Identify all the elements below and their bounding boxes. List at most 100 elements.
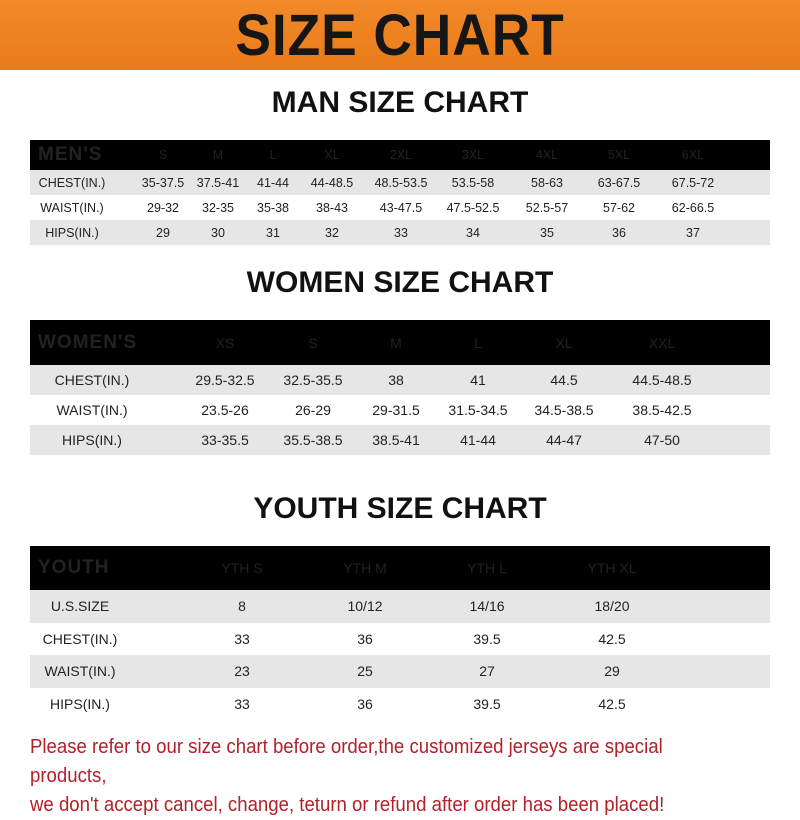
measurement-cell: 38: [388, 372, 404, 388]
row-label: CHEST(IN.): [42, 630, 118, 647]
header-row: YOUTH YTH S YTH M YTH L YTH XL: [30, 546, 770, 590]
size-header: YTH L: [467, 560, 507, 576]
measurement-cell: 29.5-32.5: [195, 372, 255, 388]
measurement-cell: 35-38: [257, 200, 289, 215]
measurement-cell: 42.5: [598, 695, 626, 712]
notice-line-2: we don't accept cancel, change, teturn o…: [30, 794, 665, 816]
measurement-cell: 34.5-38.5: [534, 402, 594, 418]
table-row: HIPS(IN.) 29 30 31 32 33 34 35 36 37: [30, 220, 770, 245]
measurement-cell: 44-48.5: [310, 175, 354, 190]
row-label: HIPS(IN.): [62, 432, 122, 448]
table-row: CHEST(IN.) 29.5-32.5 32.5-35.5 38 41 44.5 44.5…: [30, 365, 770, 395]
measurement-cell: 33: [234, 695, 250, 712]
table-row: HIPS(IN.) 33-35.5 35.5-38.5 38.5-41 41-44 44-…: [30, 425, 770, 455]
size-header: XXL: [648, 334, 676, 351]
measurement-cell: 36: [612, 225, 626, 240]
measurement-cell: 43-47.5: [379, 200, 423, 215]
measurement-cell: 57-62: [603, 200, 635, 215]
table-row: WAIST(IN.) 23 25 27 29: [30, 655, 770, 688]
youth-size-table: YOUTH YTH S YTH M YTH L YTH XL U.S.SIZE 8 10/12…: [30, 546, 770, 720]
measurement-cell: 35.5-38.5: [283, 432, 343, 448]
size-header: 2XL: [389, 148, 413, 162]
table-title-cell: WOMEN'S: [38, 331, 138, 353]
row-label: WAIST(IN.): [44, 663, 116, 680]
measurement-cell: 33: [394, 225, 408, 240]
measurement-cell: 10/12: [347, 598, 383, 615]
measurement-cell: 39.5: [473, 695, 501, 712]
measurement-cell: 37: [686, 225, 700, 240]
order-notice: Please refer to our size chart before or…: [30, 733, 737, 820]
measurement-cell: 18/20: [594, 598, 630, 615]
measurement-cell: 58-63: [531, 175, 563, 190]
table-title-cell: MEN'S: [38, 144, 103, 165]
row-label: U.S.SIZE: [50, 598, 110, 615]
women-section-title: WOMEN SIZE CHART: [246, 266, 554, 299]
table-row: CHEST(IN.) 33 36 39.5 42.5: [30, 622, 770, 655]
measurement-cell: 32-35: [202, 200, 234, 215]
header-row: WOMEN'S XS S M L XL XXL: [30, 320, 770, 365]
measurement-cell: 42.5: [598, 630, 626, 647]
measurement-cell: 47-50: [644, 432, 680, 448]
measurement-cell: 38.5-41: [372, 432, 420, 448]
measurement-cell: 30: [211, 225, 225, 240]
size-header: XS: [215, 334, 235, 351]
measurement-cell: 44.5: [550, 372, 578, 388]
measurement-cell: 25: [357, 663, 373, 680]
measurement-cell: 8: [238, 598, 246, 615]
row-label: WAIST(IN.): [56, 402, 128, 418]
table-row: U.S.SIZE 8 10/12 14/16 18/20: [30, 590, 770, 623]
notice-line-1: Please refer to our size chart before or…: [30, 736, 663, 787]
measurement-cell: 36: [357, 695, 373, 712]
size-header: XL: [555, 334, 573, 351]
measurement-cell: 14/16: [469, 598, 505, 615]
measurement-cell: 48.5-53.5: [374, 175, 428, 190]
measurement-cell: 39.5: [473, 630, 501, 647]
row-label: CHEST(IN.): [54, 372, 130, 388]
measurement-cell: 37.5-41: [196, 175, 240, 190]
measurement-cell: 44-47: [546, 432, 582, 448]
table-row: WAIST(IN.) 23.5-26 26-29 29-31.5 31.5-34.5 34…: [30, 395, 770, 425]
table-title-cell: YOUTH: [38, 557, 110, 578]
measurement-cell: 29: [156, 225, 170, 240]
measurement-cell: 53.5-58: [451, 175, 495, 190]
measurement-cell: 23: [234, 663, 250, 680]
size-header: 4XL: [535, 148, 559, 162]
measurement-cell: 34: [466, 225, 480, 240]
size-header: M: [212, 148, 224, 162]
row-label: HIPS(IN.): [50, 695, 110, 712]
table-row: CHEST(IN.) 35-37.5 37.5-41 41-44 44-48.5 48.5…: [30, 170, 770, 195]
measurement-cell: 32: [325, 225, 339, 240]
header-row: MEN'S S M L XL 2XL 3XL 4XL 5XL 6XL: [30, 140, 770, 170]
row-label: HIPS(IN.): [45, 225, 99, 240]
size-header: L: [474, 334, 482, 351]
row-label: CHEST(IN.): [38, 175, 106, 190]
page-title: SIZE CHART: [235, 3, 565, 68]
measurement-cell: 47.5-52.5: [446, 200, 500, 215]
measurement-cell: 29: [604, 663, 620, 680]
measurement-cell: 41-44: [460, 432, 496, 448]
measurement-cell: 33: [234, 630, 250, 647]
measurement-cell: 41-44: [257, 175, 289, 190]
row-label: WAIST(IN.): [40, 200, 104, 215]
measurement-cell: 27: [479, 663, 495, 680]
title-banner: SIZE CHART: [0, 0, 800, 70]
measurement-cell: 36: [357, 630, 373, 647]
size-header: 3XL: [461, 148, 485, 162]
measurement-cell: 62-66.5: [671, 200, 715, 215]
size-header: 5XL: [607, 148, 631, 162]
table-row: WAIST(IN.) 29-32 32-35 35-38 38-43 43-47.5 47.…: [30, 195, 770, 220]
size-header: 6XL: [681, 148, 705, 162]
measurement-cell: 33-35.5: [201, 432, 249, 448]
measurement-cell: 31: [266, 225, 280, 240]
table-row: HIPS(IN.) 33 36 39.5 42.5: [30, 687, 770, 720]
size-header: M: [390, 334, 402, 351]
size-header: S: [308, 334, 318, 351]
measurement-cell: 26-29: [295, 402, 331, 418]
measurement-cell: 32.5-35.5: [283, 372, 343, 388]
men-section-title: MAN SIZE CHART: [271, 86, 529, 119]
size-header: YTH S: [221, 560, 263, 576]
measurement-cell: 29-32: [147, 200, 179, 215]
measurement-cell: 35: [540, 225, 554, 240]
size-header: YTH M: [343, 560, 387, 576]
measurement-cell: 67.5-72: [671, 175, 715, 190]
